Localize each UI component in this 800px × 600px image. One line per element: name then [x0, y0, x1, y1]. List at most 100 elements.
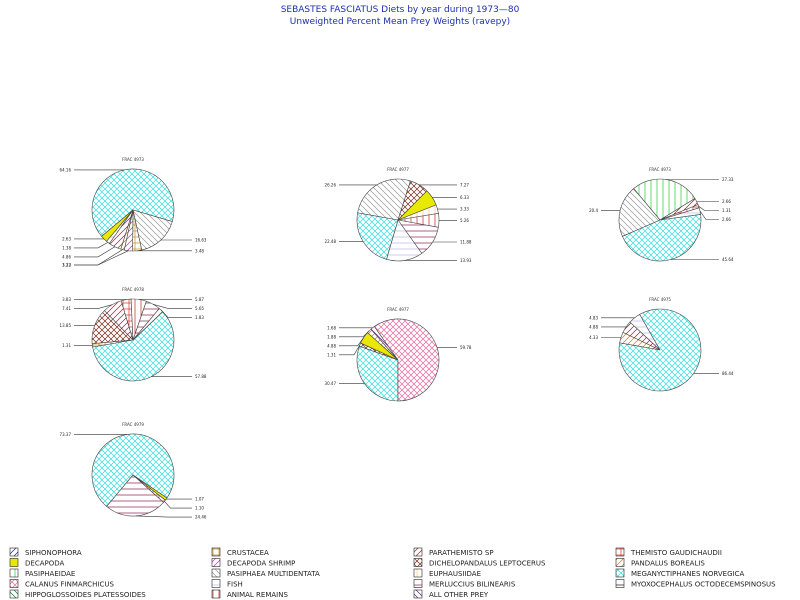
pie-chart: FRAC 4979 1.07 1.10 24.46 73.37 [60, 422, 207, 520]
slice-value-label: 16.63 [195, 238, 207, 243]
leader-line [160, 309, 192, 318]
slice-value-label: 1.31 [327, 352, 336, 357]
legend-item-parathemisto-sp: PARATHEMISTO SP [413, 547, 494, 557]
leader-line [74, 249, 123, 266]
leader-line [74, 250, 129, 266]
slice-value-label: 7.27 [460, 182, 469, 187]
slice-value-label: 2.66 [722, 199, 731, 204]
legend-item-animal-remains: ANIMAL REMAINS [211, 589, 288, 599]
leader-line [698, 205, 719, 211]
slice-value-label: 64.16 [60, 167, 72, 172]
legend-label: MEGANYCTIPHANES NORVEGICA [631, 570, 744, 578]
leader-line [74, 242, 109, 249]
legend-label: MYOXOCEPHALUS OCTODECEMSPINOSUS [631, 581, 776, 589]
legend-item-meganyctiphanes-norvegica: MEGANYCTIPHANES NORVEGICA [615, 568, 744, 578]
slice-value-label: 11.88 [460, 239, 472, 244]
slice-value-label: 5.65 [195, 306, 204, 311]
legend-swatch [413, 579, 423, 588]
slice-value-label: 2.66 [722, 217, 731, 222]
legend-label: DECAPODA [25, 560, 64, 568]
pie-title: FRAC 4979 [122, 422, 144, 427]
pie-chart: FRAC 4978 5.87 5.65 1.83 57.88 3.83 7.41 13.85 1… [60, 287, 207, 382]
legend-label: DICHELOPANDALUS LEPTOCERUS [429, 560, 546, 568]
leader-line [135, 515, 192, 518]
leader-line [74, 304, 113, 309]
slice-value-label: 20.4 [589, 208, 598, 213]
pie-chart: FRAC 4973 16.63 3.48 64.16 2.63 1.38 4.86 1.333… [60, 157, 207, 268]
slice-value-label: 1.68 [327, 325, 336, 330]
legend-swatch [615, 579, 625, 588]
slice-value-label: 1.33 [62, 263, 71, 268]
slice-value-label: 45.64 [722, 257, 734, 262]
slice-value-label: 1.88 [327, 334, 336, 339]
legend-item-pasiphaeidae: PASIPHAEIDAE [9, 568, 75, 578]
pie-title: FRAC 4977 [387, 307, 409, 312]
pie-slice-meganyctiphanes-norvegica [91, 433, 175, 507]
slice-value-label: 1.10 [195, 506, 204, 511]
slice-value-label: 7.41 [62, 306, 71, 311]
slice-value-label: 5.87 [195, 297, 204, 302]
legend-item-siphonophora: SIPHONOPHORA [9, 547, 82, 557]
leader-line [153, 304, 192, 309]
pie-slice-pasiphaea-multidentata [132, 209, 173, 251]
legend-swatch [9, 579, 19, 588]
slice-value-label: 57.88 [195, 374, 207, 379]
legend-item-decapoda: DECAPODA [9, 558, 64, 568]
slice-value-label: 1.83 [195, 315, 204, 320]
slice-value-label: 5.26 [460, 218, 469, 223]
legend-label: EUPHAUSIIDAE [429, 570, 481, 578]
legend-item-all-other-prey: ALL OTHER PREY [413, 589, 489, 599]
pie-slice-calanus-finmarchicus [373, 318, 440, 402]
legend-item-merluccius-bilinearis: MERLUCCIUS BILINEARIS [413, 579, 516, 589]
slice-value-label: 13.85 [60, 323, 72, 328]
legend-swatch [211, 589, 221, 599]
slice-value-label: 30.47 [325, 381, 337, 386]
legend-label: CALANUS FINMARCHICUS [25, 581, 114, 589]
slice-value-label: 86.44 [722, 371, 734, 376]
legend-label: HIPPOGLOSSOIDES PLATESSOIDES [25, 591, 146, 599]
slice-value-label: 3.22 [62, 263, 71, 268]
legend-swatch [413, 558, 423, 567]
leader-line [339, 337, 364, 347]
pie-chart: FRAC 4975 86.44 4.83 4.88 4.33 [589, 297, 734, 392]
legend-swatch [615, 547, 625, 557]
legend-label: PARATHEMISTO SP [429, 549, 494, 557]
pie-slice-meganyctiphanes-norvegica [356, 345, 399, 402]
slice-value-label: 1.38 [62, 245, 71, 250]
leader-line [339, 330, 370, 338]
legend-label: SIPHONOPHORA [25, 549, 82, 557]
legend-label: FISH [227, 581, 243, 589]
legend-swatch [9, 589, 19, 599]
pie-title: FRAC 4978 [122, 287, 144, 292]
pie-title: FRAC 4977 [387, 167, 409, 172]
pie-slice-pasiphaeidae [633, 178, 696, 221]
pie-slice-decapoda [101, 209, 134, 242]
legend-swatch [413, 589, 423, 599]
legend-swatch [211, 547, 221, 557]
slice-value-label: 2.63 [62, 236, 71, 241]
slice-value-label: 24.46 [195, 515, 207, 520]
legend-item-fish: FISH [211, 579, 243, 589]
slice-value-label: 1.31 [62, 343, 71, 348]
legend: SIPHONOPHORA DECAPODA PASIPHAEIDAE CALANUS … [9, 547, 776, 599]
legend-label: ALL OTHER PREY [429, 591, 489, 599]
legend-item-hippoglossoides-platessoides: HIPPOGLOSSOIDES PLATESSOIDES [9, 589, 146, 599]
legend-swatch [413, 547, 423, 557]
leader-line [74, 246, 116, 258]
slice-value-label: 4.88 [589, 324, 598, 329]
legend-swatch [211, 558, 221, 567]
legend-item-calanus-finmarchicus: CALANUS FINMARCHICUS [9, 579, 114, 589]
slice-value-label: 4.33 [589, 335, 598, 340]
legend-swatch [413, 568, 423, 578]
legend-swatch [9, 547, 19, 557]
legend-label: CRUSTACEA [227, 549, 269, 557]
legend-item-dichelopandalus-leptocerus: DICHELOPANDALUS LEPTOCERUS [413, 558, 546, 568]
legend-label: MERLUCCIUS BILINEARIS [429, 581, 516, 589]
pie-chart: FRAC 4977 7.27 6.33 3.33 5.26 11.88 13.93 26.26… [325, 167, 472, 263]
chart-subtitle: Unweighted Percent Mean Prey Weights (ra… [290, 17, 510, 27]
legend-swatch [9, 558, 19, 567]
slice-value-label: 26.26 [325, 182, 337, 187]
legend-item-crustacea: CRUSTACEA [211, 547, 269, 557]
legend-item-euphausiidae: EUPHAUSIIDAE [413, 568, 481, 578]
